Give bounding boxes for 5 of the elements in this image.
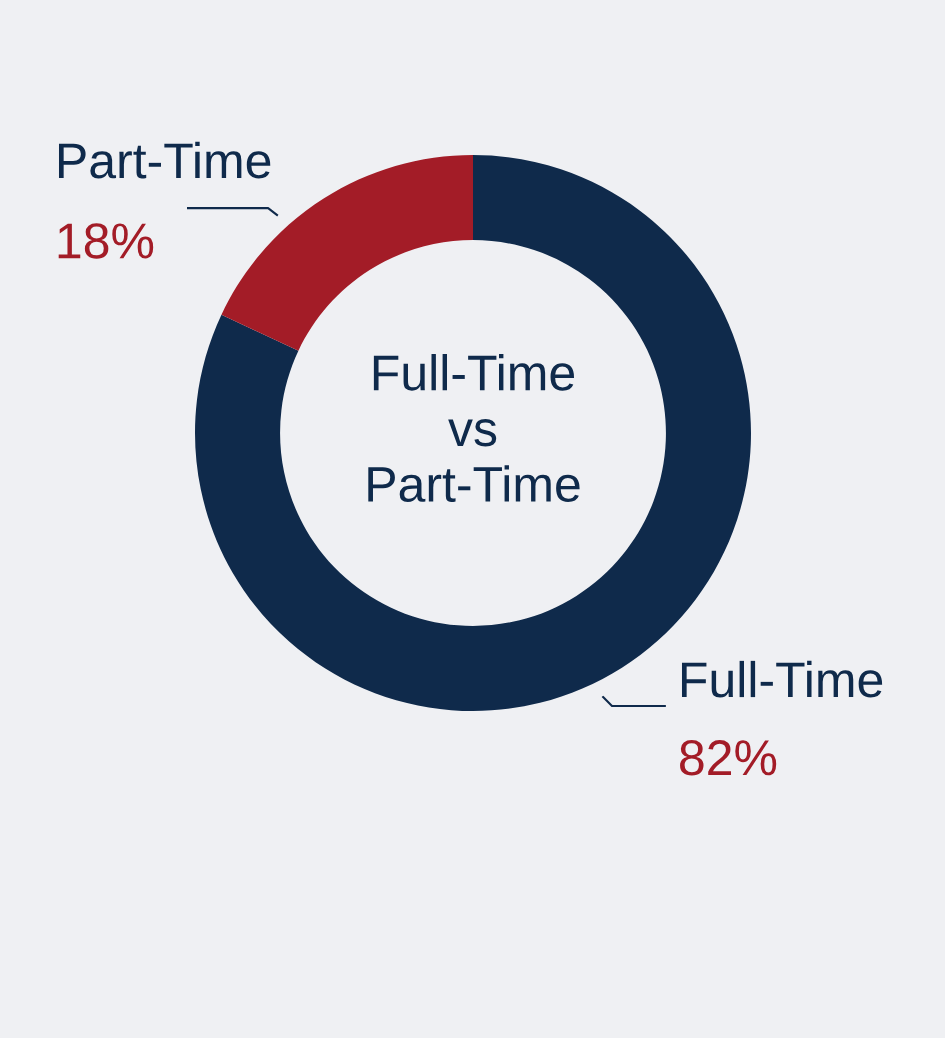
slice-label: Full-Time bbox=[681, 660, 883, 698]
slice-label: Part-Time bbox=[58, 141, 271, 179]
data-label: 82% bbox=[680, 740, 777, 776]
text: Full-Time vs Part-Time bbox=[368, 354, 580, 503]
data-label: 18% bbox=[58, 223, 154, 259]
